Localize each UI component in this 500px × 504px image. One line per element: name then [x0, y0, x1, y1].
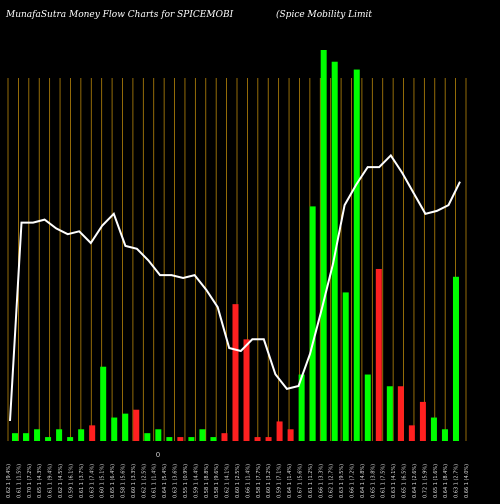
x-tick-label: 0.64 1 (4.8%) — [360, 464, 366, 498]
x-tick-label: 0.62 1 (9.4%) — [6, 464, 12, 498]
x-tick-label: 0.63 1 (2.7%) — [454, 464, 460, 498]
x-tick-label: 0.58 1 (5.6%) — [121, 464, 127, 498]
bar — [177, 437, 184, 441]
bar — [111, 417, 118, 441]
bar — [144, 433, 151, 441]
bar — [23, 433, 30, 441]
x-tick-label: 0.61 1 (9.4%) — [48, 464, 54, 498]
x-tick-label: 0.60 1 (3.3%) — [131, 464, 137, 498]
x-tick-label: 0.64 1 (8.4%) — [443, 464, 449, 498]
x-tick-label: 0.61 1 (1.4%) — [152, 464, 158, 498]
x-tick-label: 0.62 1 (2.5%) — [141, 464, 147, 498]
x-tick-label: 0.64 1 (1.4%) — [287, 464, 293, 498]
bar — [232, 304, 239, 441]
x-tick-label: 0.64 1 (2.6%) — [412, 464, 418, 498]
x-tick-label: 0.65 1 (1.6%) — [433, 464, 439, 498]
bar — [133, 409, 140, 441]
bar — [78, 429, 85, 441]
x-tick-label: 0.60 1 (3.2%) — [266, 464, 272, 498]
bar — [100, 366, 107, 441]
x-tick-label: 0.59 1 (7.1%) — [277, 464, 283, 498]
bar — [276, 421, 283, 441]
x-tick-label: 0.60 1 (5.1%) — [100, 464, 106, 498]
x-tick-label: 0.63 1 (7.4%) — [89, 464, 95, 498]
x-tick-label: 0.61 1 (1.5%) — [16, 464, 22, 498]
x-tick-label: 0.62 1 (2.7%) — [329, 464, 335, 498]
bar — [89, 425, 96, 441]
bar — [122, 413, 129, 441]
x-tick-label: 0.59 1 (6.1%) — [68, 464, 74, 498]
bar — [67, 437, 74, 441]
bar — [320, 50, 327, 441]
x-tick-label: 0.66 1 (3.3%) — [318, 464, 324, 498]
x-tick-label: 0.61 1 (7.5%) — [381, 464, 387, 498]
bar — [254, 437, 261, 441]
bar — [12, 433, 18, 441]
bar — [56, 429, 63, 441]
x-tick-label: 0.62 1 (4.5%) — [58, 464, 64, 498]
x-tick-label: 0.63 1 (9.5%) — [339, 464, 345, 498]
x-tick-label: 0.65 1 (6.4%) — [110, 464, 116, 498]
x-tick-label: 0.63 1 (3.6%) — [173, 464, 179, 498]
x-tick-label: 0.58 1 (7.7%) — [256, 464, 262, 498]
bar — [408, 425, 415, 441]
x-tick-label: 0.65 1 (4.3%) — [37, 464, 43, 498]
x-tick-label: 0.66 1 (7.2%) — [350, 464, 356, 498]
bar — [199, 429, 206, 441]
bar — [452, 276, 459, 441]
bar — [166, 437, 173, 441]
x-tick-label: 0.63 1 (4.1%) — [391, 464, 397, 498]
bar — [441, 429, 448, 441]
x-tick-label: 0.65 1 (6.5%) — [402, 464, 408, 498]
x-tick-label: 0.72 1 (5.9%) — [422, 464, 428, 498]
x-tick-label: 0.60 1 (2.5%) — [235, 464, 241, 498]
bar — [386, 386, 393, 441]
bar — [353, 69, 360, 442]
bar — [364, 374, 371, 441]
x-tick-label: 0.70 1 (7.2%) — [27, 464, 33, 498]
bar — [375, 268, 382, 441]
bar — [298, 374, 305, 441]
x-tick-label: 0.65 1 (3.8%) — [370, 464, 376, 498]
bar — [419, 401, 426, 441]
bar — [397, 386, 404, 441]
chart-title: MunafaSutra Money Flow Charts for SPICEM… — [6, 10, 234, 20]
bar — [243, 339, 250, 441]
bar — [309, 206, 316, 441]
x-tick-label: 0.62 1 (4.1%) — [225, 464, 231, 498]
x-tick-label: 0.59 1 (4.4%) — [193, 464, 199, 498]
bar — [287, 429, 294, 441]
chart-subtitle: (Spice Mobility Limit — [276, 10, 373, 20]
bar — [155, 429, 162, 441]
x-tick-label: 0.66 1 (4.0%) — [464, 464, 470, 498]
bar — [265, 437, 272, 441]
x-tick-label: 0.58 1 (8.8%) — [204, 464, 210, 498]
x-tick-label: 0.64 1 (5.4%) — [162, 464, 168, 498]
bar — [34, 429, 41, 441]
zero-label: 0 — [156, 451, 160, 459]
bar — [188, 437, 195, 441]
bar — [45, 437, 52, 441]
x-tick-label: 0.55 1 (0.9%) — [183, 464, 189, 498]
money-flow-line — [9, 153, 461, 422]
bar — [221, 433, 228, 441]
bar — [210, 437, 217, 441]
x-tick-label: 0.67 1 (5.6%) — [297, 464, 303, 498]
bar — [430, 417, 437, 441]
x-tick-label: 0.61 1 (3.7%) — [79, 464, 85, 498]
x-tick-label: 0.66 1 (1.4%) — [245, 464, 251, 498]
x-tick-label: 0.58 1 (9.6%) — [214, 464, 220, 498]
bar — [342, 292, 349, 441]
x-tick-label: 0.61 1 (1.2%) — [308, 464, 314, 498]
